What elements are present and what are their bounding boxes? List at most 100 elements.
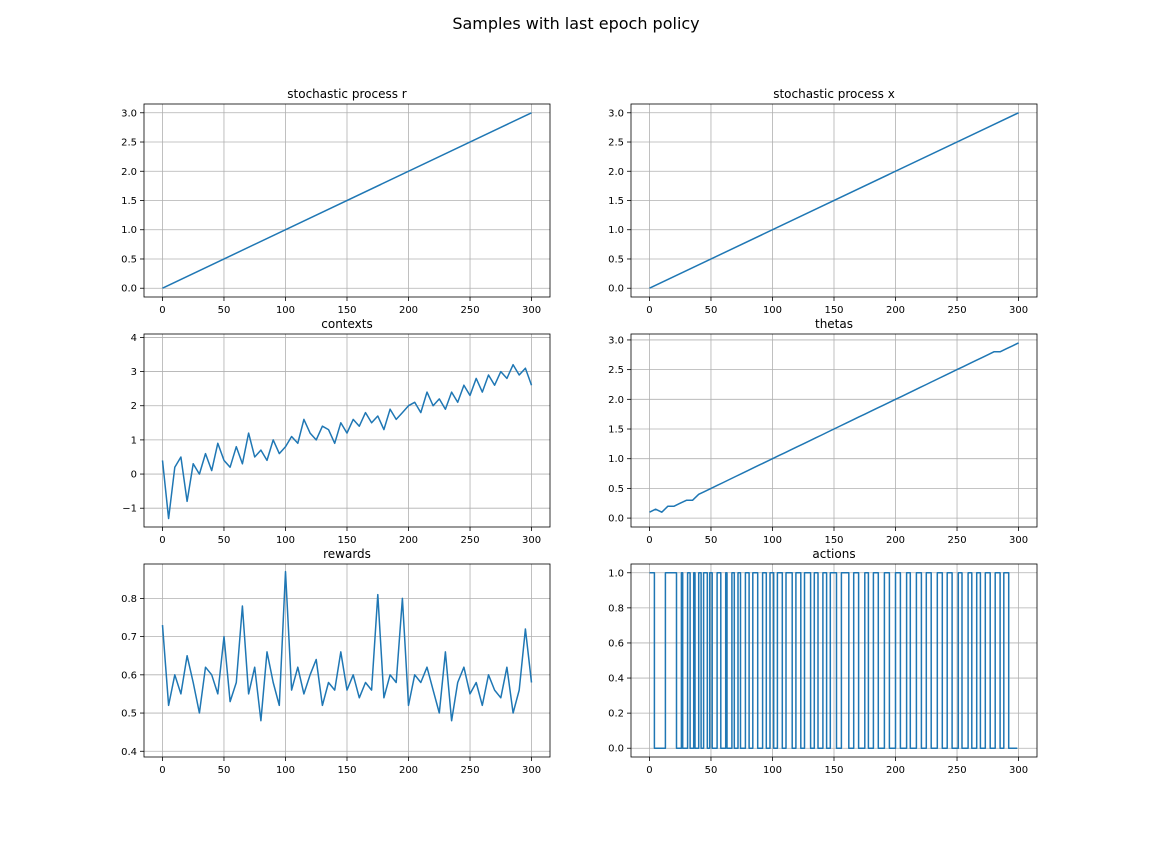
grid (631, 334, 1037, 527)
subplot-5: 0 50 100 150 200 250 300 0.4 0.5 0.6 0.7 0.8 rewards (121, 547, 551, 776)
y-tick-label: 3 (131, 367, 137, 378)
x-tick-label: 150 (824, 535, 843, 546)
y-tick-label: 0.4 (121, 747, 137, 758)
x-tick-label: 250 (947, 305, 966, 316)
x-tick-label: 200 (886, 305, 905, 316)
y-tick-label: 0.6 (121, 670, 137, 681)
y-tick-label: 2.0 (608, 167, 624, 178)
x-tick-label: 200 (399, 765, 418, 776)
y-tick-label: 3.0 (121, 108, 137, 119)
x-tick-label: 100 (276, 535, 295, 546)
x-tick-label: 100 (276, 305, 295, 316)
y-tick-label: 0.5 (608, 254, 624, 265)
x-tick-label: 0 (646, 305, 652, 316)
series-line-1 (162, 112, 532, 289)
y-tick-label: 1.5 (608, 425, 624, 436)
x-tick-label: 0 (159, 305, 165, 316)
grid (144, 334, 550, 527)
series-line-1 (161, 363, 533, 520)
x-tick-label: 200 (399, 305, 418, 316)
y-tick-label: 1.0 (608, 454, 624, 465)
x-tick-label: 50 (218, 305, 231, 316)
y-tick-label: −1 (122, 504, 137, 515)
y-tick-label: 1 (131, 435, 137, 446)
x-tick-label: 150 (824, 305, 843, 316)
subplots: 0 50 100 150 200 250 3000.00.51.01.52.02.53.0s… (121, 87, 1038, 776)
x-tick-label: 50 (705, 305, 718, 316)
x-tick-label: 0 (159, 765, 165, 776)
series-line-1 (649, 112, 1019, 289)
y-tick-label: 1.5 (121, 196, 137, 207)
subplot-4: 0 50 100 150 200 250 300 0.0 0.5 1.0 1.5 2.0 2.5 3.0 t… (608, 317, 1038, 546)
y-tick-label: 3.0 (608, 335, 624, 346)
x-tick-label: 150 (337, 305, 356, 316)
series-line-1 (649, 342, 1019, 513)
y-tick-label: 0.8 (608, 603, 624, 614)
grid (144, 104, 550, 297)
y-tick-label: 2.5 (608, 365, 624, 376)
y-tick-label: 0.6 (608, 638, 624, 649)
x-tick-label: 50 (218, 535, 231, 546)
x-tick-label: 100 (763, 765, 782, 776)
subplot-6: 0 50 100 150 200 250 300 0.0 0.2 0.4 0.6 0.8 1.0 acti… (608, 547, 1038, 776)
y-tick-label: 0.5 (121, 254, 137, 265)
subplot-title: thetas (815, 317, 853, 331)
y-tick-label: 1.5 (608, 196, 624, 207)
x-tick-label: 200 (886, 765, 905, 776)
subplot-title: stochastic process x (773, 87, 895, 101)
y-tick-label: 0.0 (121, 284, 137, 295)
subplot-1: 0 50 100 150 200 250 300 0.0 0.5 1.0 1.5 2.0 2.5 3.0 s… (121, 87, 551, 316)
series-line-1 (161, 570, 533, 722)
subplot-3: 0 50 100 150 200 250 300 −1 0 1 2 3 4 contexts (122, 317, 551, 546)
y-tick-label: 2.5 (608, 138, 624, 149)
x-tick-label: 150 (337, 535, 356, 546)
y-tick-label: 0.4 (608, 674, 624, 685)
grid (144, 564, 550, 757)
y-tick-label: 0.5 (121, 709, 137, 720)
x-tick-label: 300 (1009, 765, 1028, 776)
x-tick-label: 250 (947, 535, 966, 546)
x-tick-label: 300 (522, 765, 541, 776)
x-tick-label: 250 (460, 305, 479, 316)
subplot-title: rewards (323, 547, 371, 561)
figure-suptitle: Samples with last epoch policy (452, 14, 699, 33)
x-tick-label: 50 (705, 535, 718, 546)
y-tick-label: 0.5 (608, 484, 624, 495)
x-tick-label: 0 (646, 765, 652, 776)
x-tick-label: 300 (522, 305, 541, 316)
x-tick-label: 50 (218, 765, 231, 776)
y-tick-label: 0.2 (608, 709, 624, 720)
y-tick-label: 1.0 (608, 568, 624, 579)
x-tick-label: 300 (522, 535, 541, 546)
x-tick-label: 100 (763, 305, 782, 316)
y-tick-label: 0.8 (121, 594, 137, 605)
y-tick-label: 1.0 (121, 225, 137, 236)
subplot-title: contexts (321, 317, 372, 331)
x-tick-label: 150 (824, 765, 843, 776)
x-tick-label: 300 (1009, 305, 1028, 316)
x-tick-label: 0 (159, 535, 165, 546)
y-tick-label: 2 (131, 401, 137, 412)
y-tick-label: 1.0 (608, 225, 624, 236)
subplot-2: 0 50 100 150 200 250 300 0.0 0.5 1.0 1.5 2.0 2.5 3.0 s… (608, 87, 1038, 316)
x-tick-label: 200 (399, 535, 418, 546)
x-tick-label: 0 (646, 535, 652, 546)
grid (631, 104, 1037, 297)
x-tick-label: 250 (460, 535, 479, 546)
x-tick-label: 300 (1009, 535, 1028, 546)
y-tick-label: 2.0 (121, 167, 137, 178)
y-tick-label: 3.0 (608, 108, 624, 119)
y-tick-label: 0.0 (608, 284, 624, 295)
y-tick-label: 2.0 (608, 395, 624, 406)
x-tick-label: 250 (947, 765, 966, 776)
series-line-1 (649, 572, 1018, 749)
x-tick-label: 50 (705, 765, 718, 776)
x-tick-label: 200 (886, 535, 905, 546)
y-tick-label: 0.0 (608, 744, 624, 755)
y-tick-label: 0.7 (121, 632, 137, 643)
y-tick-label: 2.5 (121, 138, 137, 149)
x-tick-label: 100 (276, 765, 295, 776)
y-tick-label: 4 (131, 333, 137, 344)
